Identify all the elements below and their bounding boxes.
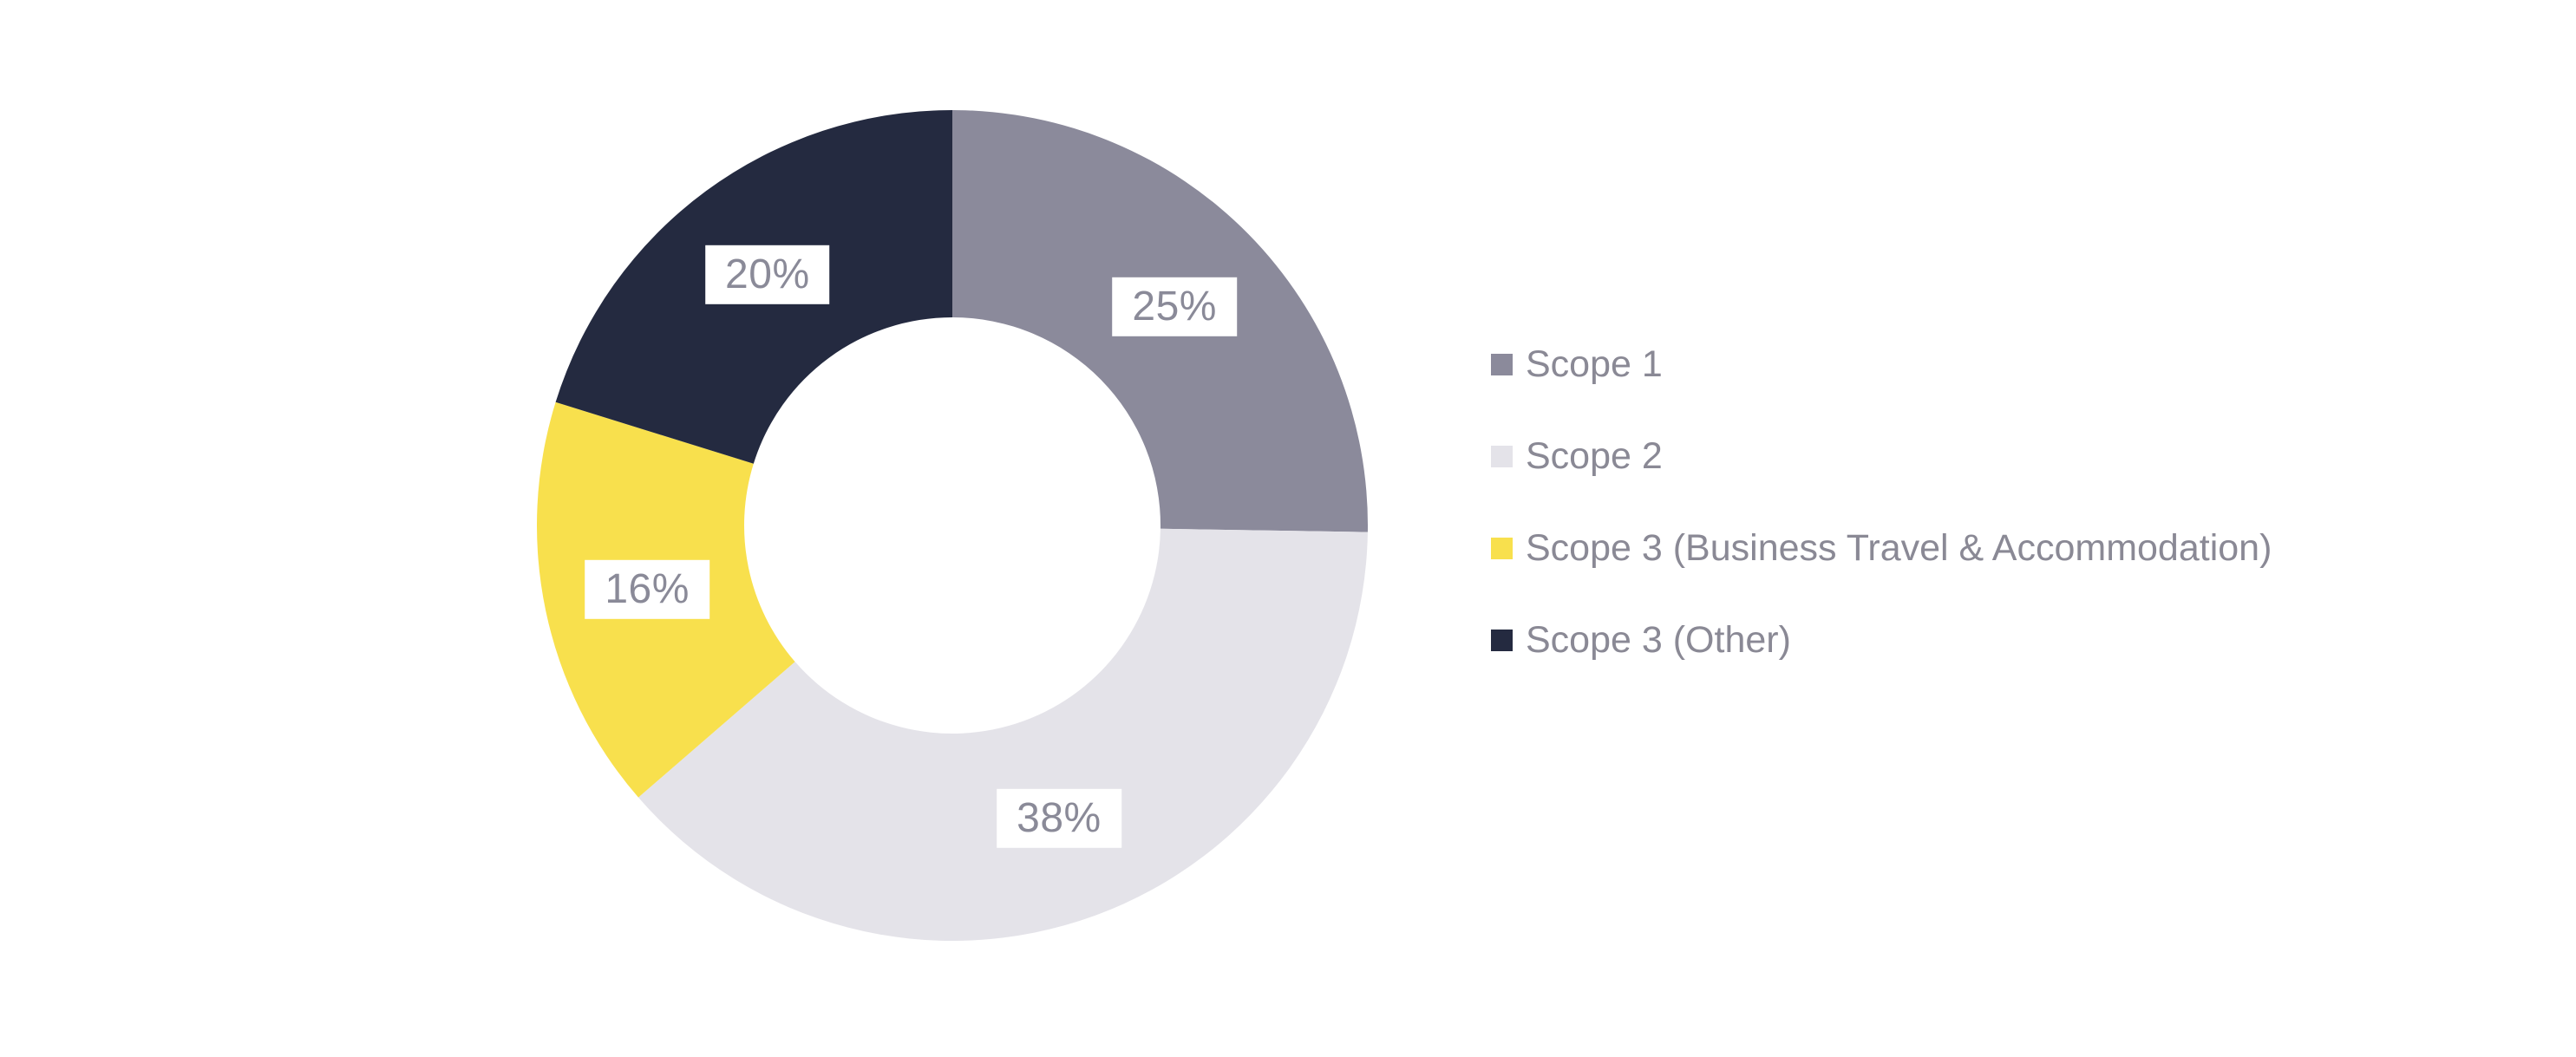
legend-swatch-icon — [1491, 629, 1513, 651]
donut-segment-4[interactable] — [555, 110, 952, 464]
legend-swatch-icon — [1491, 445, 1513, 467]
legend-item[interactable]: Scope 2 — [1491, 434, 2272, 479]
legend-label: Scope 2 — [1526, 435, 1663, 477]
donut-chart — [537, 110, 1368, 941]
legend-label: Scope 3 (Other) — [1526, 619, 1791, 661]
donut-segment-1[interactable] — [952, 110, 1368, 532]
legend-swatch-icon — [1491, 537, 1513, 559]
donut-segment-2[interactable] — [637, 528, 1368, 941]
legend-item[interactable]: Scope 3 (Other) — [1491, 617, 2272, 662]
legend-label: Scope 1 — [1526, 343, 1663, 385]
legend-item[interactable]: Scope 1 — [1491, 342, 2272, 387]
legend-label: Scope 3 (Business Travel & Accommodation… — [1526, 527, 2272, 569]
legend-swatch-icon — [1491, 353, 1513, 375]
legend-item[interactable]: Scope 3 (Business Travel & Accommodation… — [1491, 525, 2272, 571]
chart-legend: Scope 1 Scope 2 Scope 3 (Business Travel… — [1491, 342, 2272, 662]
